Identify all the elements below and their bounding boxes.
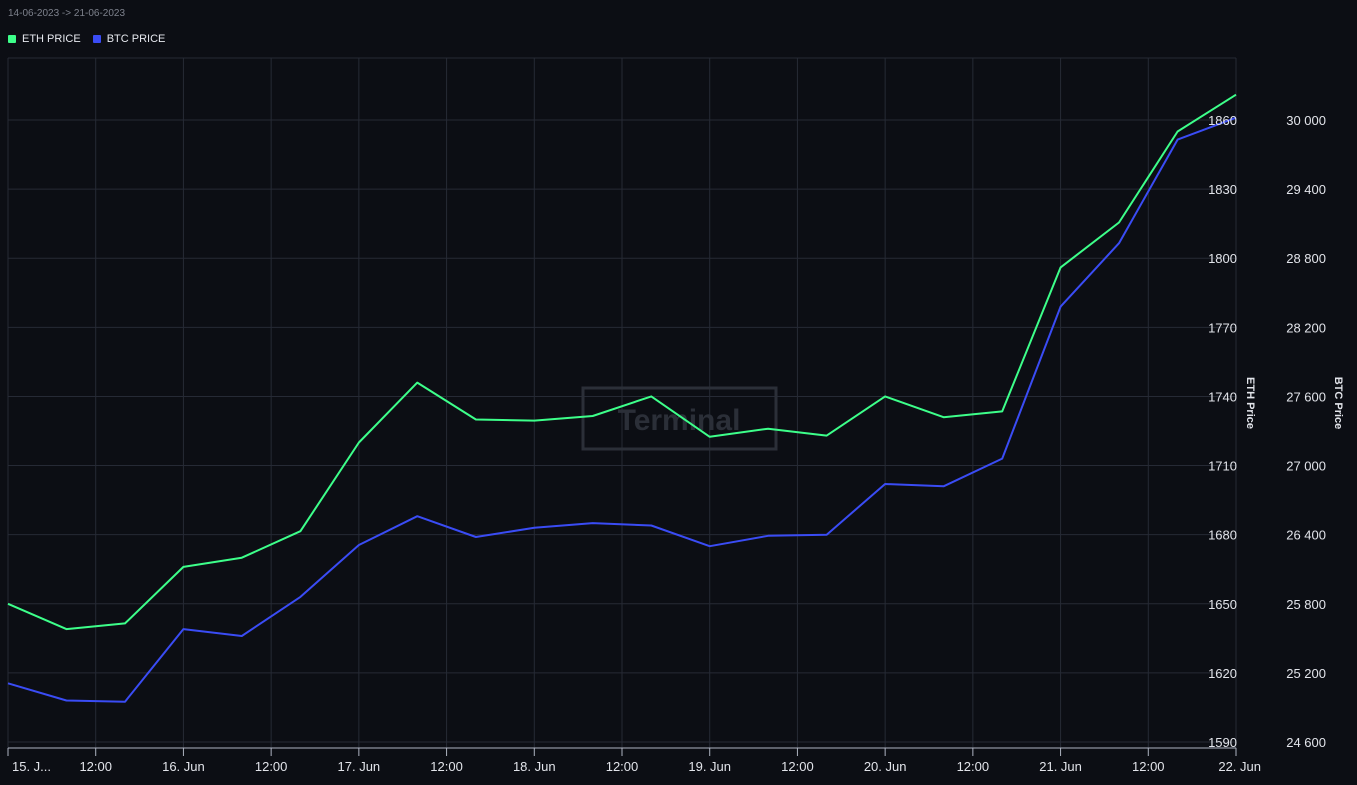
legend-label-eth: ETH PRICE [22, 33, 81, 45]
btc-tick-label: 26 400 [1286, 528, 1326, 543]
btc-tick-label: 25 800 [1286, 597, 1326, 612]
legend-item-btc[interactable]: BTC PRICE [92, 33, 166, 45]
y-axis-left: 1590 1620 1650 1680 1710 1740 1770 1800 1830 1860 [1208, 113, 1237, 750]
eth-tick-label: 1650 [1208, 597, 1237, 612]
legend-label-btc: BTC PRICE [106, 33, 166, 45]
btc-price-line[interactable] [7, 116, 1237, 703]
btc-tick-label: 24 600 [1286, 735, 1326, 750]
eth-tick-label: 1740 [1208, 389, 1237, 404]
y-axis-right-title: BTC Price [1332, 377, 1344, 430]
y-axis-right: 24 600 25 200 25 800 26 400 27 000 27 600 28 2… [1286, 113, 1326, 750]
btc-tick-label: 27 600 [1286, 389, 1326, 404]
eth-tick-label: 1860 [1208, 113, 1237, 128]
x-tick-label: 22. Jun [1218, 759, 1261, 774]
legend: ETH PRICE BTC PRICE [8, 33, 165, 45]
eth-tick-label: 1830 [1208, 182, 1237, 197]
eth-price-line[interactable] [7, 93, 1237, 631]
date-range-label: 14-06-2023 -> 21-06-2023 [8, 8, 126, 19]
x-tick-label: 12:00 [957, 759, 990, 774]
watermark-text: Terminal [618, 404, 741, 437]
x-tick-label: 16. Jun [162, 759, 205, 774]
eth-tick-label: 1710 [1208, 459, 1237, 474]
legend-item-eth[interactable]: ETH PRICE [8, 33, 81, 45]
watermark-box [581, 386, 778, 451]
btc-tick-label: 29 400 [1286, 182, 1326, 197]
btc-tick-label: 28 800 [1286, 251, 1326, 266]
eth-tick-label: 1590 [1208, 735, 1237, 750]
x-tick-label: 12:00 [79, 759, 112, 774]
x-axis: 15. J... 12:00 16. Jun 12:00 17. Jun 12:00 18.… [7, 747, 1261, 774]
series-lines [7, 93, 1237, 703]
eth-tick-label: 1800 [1208, 251, 1237, 266]
x-tick-label: 17. Jun [338, 759, 381, 774]
btc-tick-label: 28 200 [1286, 320, 1326, 335]
eth-swatch [8, 35, 16, 43]
x-tick-label: 18. Jun [513, 759, 556, 774]
x-tick-label: 12:00 [255, 759, 288, 774]
x-tick-label: 21. Jun [1039, 759, 1082, 774]
x-tick-label: 19. Jun [688, 759, 731, 774]
btc-tick-label: 30 000 [1286, 113, 1326, 128]
eth-tick-label: 1770 [1208, 320, 1237, 335]
x-tick-label: 12:00 [606, 759, 639, 774]
y-axis-left-title: ETH Price [1244, 377, 1256, 429]
x-tick-label: 12:00 [430, 759, 463, 774]
x-tick-label: 12:00 [781, 759, 814, 774]
btc-swatch [92, 35, 101, 43]
watermark: Terminal [581, 386, 778, 451]
eth-tick-label: 1680 [1208, 528, 1237, 543]
x-tick-label: 20. Jun [864, 759, 907, 774]
x-tick-label: 12:00 [1132, 759, 1165, 774]
x-tick-label: 15. J... [12, 759, 51, 774]
btc-tick-label: 25 200 [1286, 666, 1326, 681]
btc-tick-label: 27 000 [1286, 459, 1326, 474]
grid-lines [7, 57, 1237, 748]
eth-tick-label: 1620 [1208, 666, 1237, 681]
